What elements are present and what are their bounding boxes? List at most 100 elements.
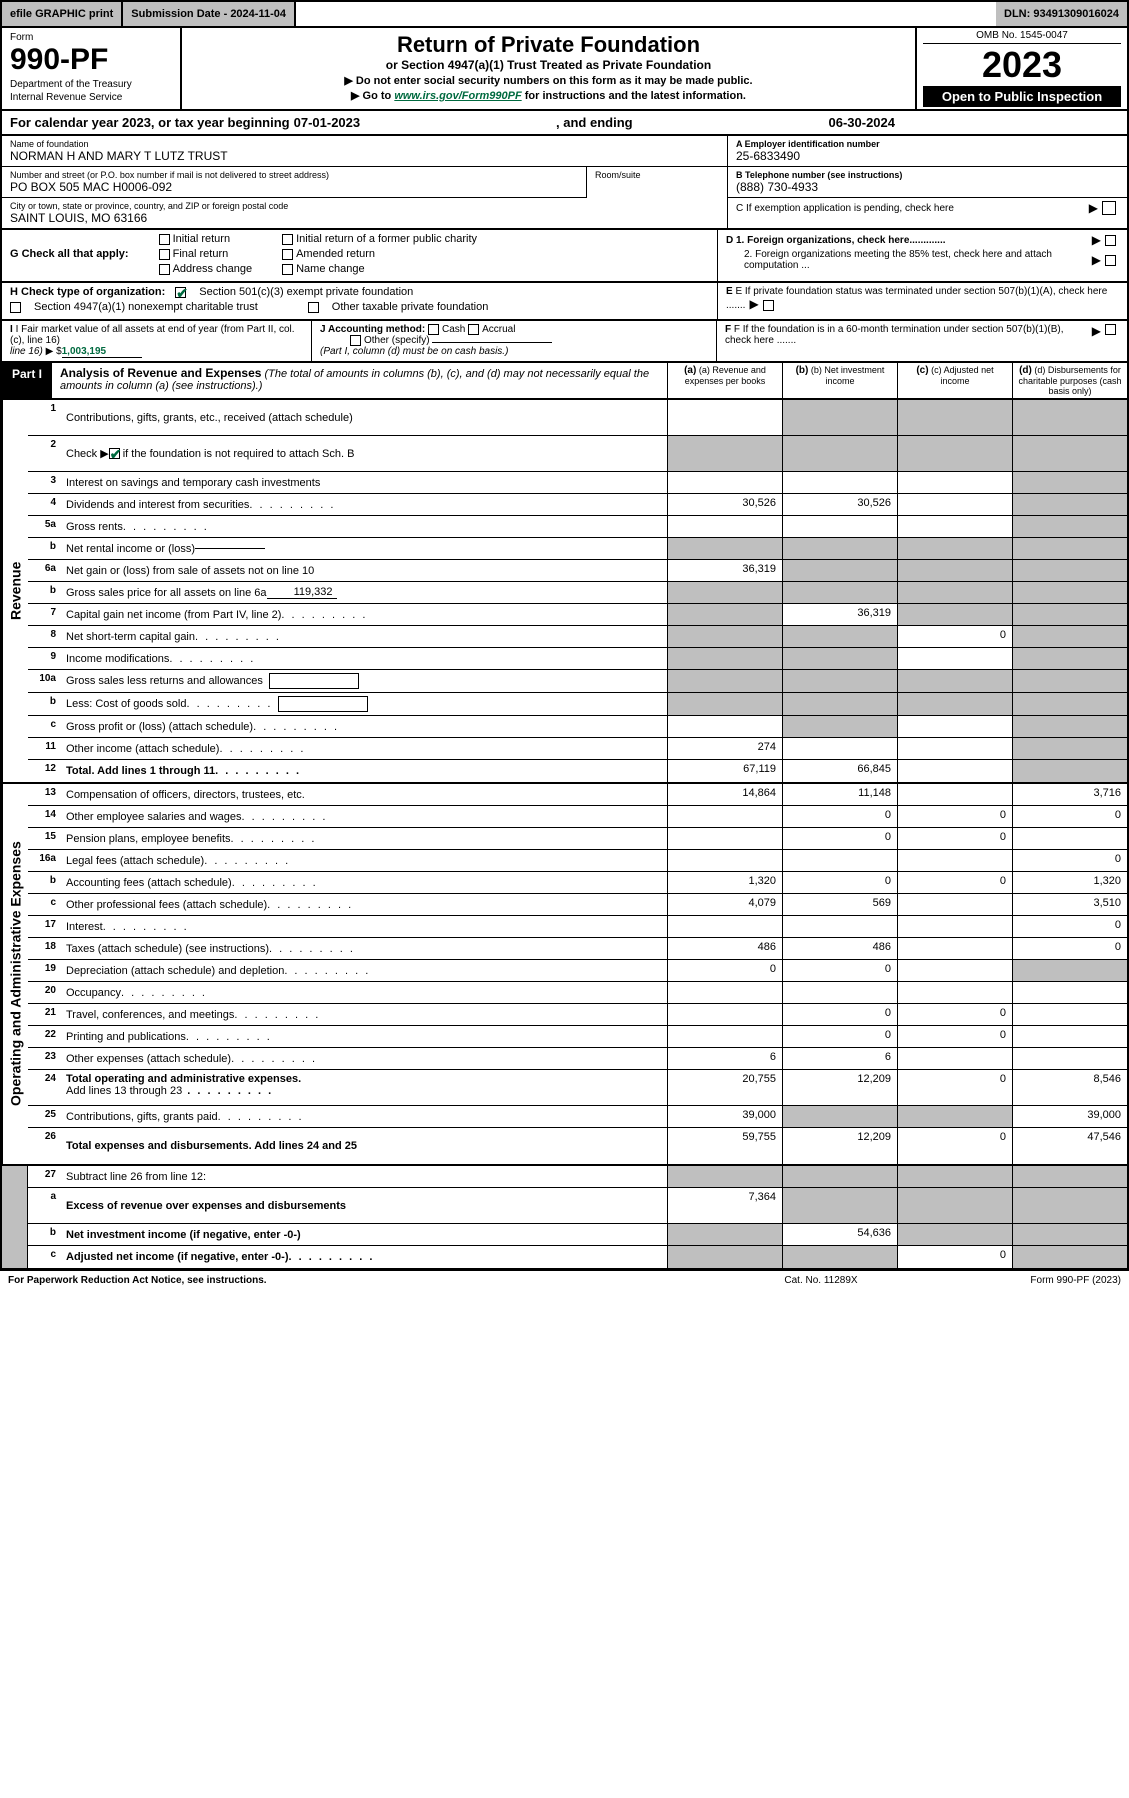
cal-mid: , and ending xyxy=(364,115,824,130)
j-block: J Accounting method: Cash Accrual Other … xyxy=(312,321,717,361)
j-other-checkbox[interactable] xyxy=(350,335,361,346)
g-block: G Check all that apply: Initial return F… xyxy=(2,230,717,281)
row-5b: bNet rental income or (loss) xyxy=(28,538,1127,560)
row-22: 22Printing and publications00 xyxy=(28,1026,1127,1048)
c-label: C If exemption application is pending, c… xyxy=(736,203,1085,214)
irs-label: Internal Revenue Service xyxy=(10,92,172,103)
f-checkbox[interactable] xyxy=(1105,324,1116,335)
row-10c: cGross profit or (loss) (attach schedule… xyxy=(28,716,1127,738)
page-footer: For Paperwork Reduction Act Notice, see … xyxy=(0,1270,1129,1290)
g-amended-checkbox[interactable] xyxy=(282,249,293,260)
col-d-header: (d) (d) Disbursements for charitable pur… xyxy=(1012,363,1127,398)
j-note: (Part I, column (d) must be on cash basi… xyxy=(320,346,508,357)
revenue-side-label: Revenue xyxy=(2,400,28,782)
efile-print-button[interactable]: efile GRAPHIC print xyxy=(2,2,123,26)
g-opt-0: Initial return xyxy=(173,233,230,245)
form-number: 990-PF xyxy=(10,43,172,77)
schb-checkbox[interactable] xyxy=(109,448,120,459)
row-19: 19Depreciation (attach schedule) and dep… xyxy=(28,960,1127,982)
row27-spacer xyxy=(2,1166,28,1268)
row-27c: cAdjusted net income (if negative, enter… xyxy=(28,1246,1127,1268)
d2-checkbox[interactable] xyxy=(1105,255,1116,266)
phone-label: B Telephone number (see instructions) xyxy=(736,170,902,180)
h-other-taxable-checkbox[interactable] xyxy=(308,302,319,313)
h-4947-checkbox[interactable] xyxy=(10,302,21,313)
phone-cell: B Telephone number (see instructions) (8… xyxy=(728,167,1127,198)
row-16a: 16aLegal fees (attach schedule)0 xyxy=(28,850,1127,872)
row-14: 14Other employee salaries and wages000 xyxy=(28,806,1127,828)
addr-value: PO BOX 505 MAC H0006-092 xyxy=(10,180,578,194)
exemption-cell: C If exemption application is pending, c… xyxy=(728,198,1127,218)
row-27a: aExcess of revenue over expenses and dis… xyxy=(28,1188,1127,1224)
row-6a: 6aNet gain or (loss) from sale of assets… xyxy=(28,560,1127,582)
ein-value: 25-6833490 xyxy=(736,149,1119,163)
i-j-f-section: I I Fair market value of all assets at e… xyxy=(0,321,1129,363)
row-26: 26Total expenses and disbursements. Add … xyxy=(28,1128,1127,1164)
submission-date: Submission Date - 2024-11-04 xyxy=(123,2,296,26)
row-2: 2Check ▶ if the foundation is not requir… xyxy=(28,436,1127,472)
e-checkbox[interactable] xyxy=(763,300,774,311)
col-c-header: (c) (c) Adjusted net income xyxy=(897,363,1012,398)
arrow-icon: ▶ xyxy=(1092,324,1101,346)
row27-table: 27Subtract line 26 from line 12: aExcess… xyxy=(0,1166,1129,1270)
arrow-icon: ▶ xyxy=(749,297,758,311)
irs-link[interactable]: www.irs.gov/Form990PF xyxy=(394,90,521,102)
row-17: 17Interest0 xyxy=(28,916,1127,938)
g-opt-4: Amended return xyxy=(296,248,375,260)
g-opt-5: Name change xyxy=(296,263,365,275)
expenses-table: Operating and Administrative Expenses 13… xyxy=(0,784,1129,1166)
d-block: D 1. Foreign organizations, check here..… xyxy=(717,230,1127,281)
row-4: 4Dividends and interest from securities3… xyxy=(28,494,1127,516)
j-accrual-checkbox[interactable] xyxy=(468,324,479,335)
i-amount: 1,003,195 xyxy=(62,346,142,358)
g-initial-return-checkbox[interactable] xyxy=(159,234,170,245)
h-e-section: H Check type of organization: Section 50… xyxy=(0,283,1129,321)
part1-header: Part I Analysis of Revenue and Expenses … xyxy=(0,363,1129,400)
part1-desc: Analysis of Revenue and Expenses (The to… xyxy=(52,363,667,398)
row-3: 3Interest on savings and temporary cash … xyxy=(28,472,1127,494)
goto-prefix: ▶ Go to xyxy=(351,90,394,102)
year-block: OMB No. 1545-0047 2023 Open to Public In… xyxy=(917,28,1127,109)
row-6b: bGross sales price for all assets on lin… xyxy=(28,582,1127,604)
row-5a: 5aGross rents xyxy=(28,516,1127,538)
j-label: J Accounting method: xyxy=(320,324,425,335)
f-label: F If the foundation is in a 60-month ter… xyxy=(725,324,1064,346)
h-label: H Check type of organization: xyxy=(10,286,165,298)
i-prefix: ▶ $ xyxy=(46,346,62,357)
row-8: 8Net short-term capital gain0 xyxy=(28,626,1127,648)
cal-end: 06-30-2024 xyxy=(829,115,896,130)
g-final-return-checkbox[interactable] xyxy=(159,249,170,260)
dept-treasury: Department of the Treasury xyxy=(10,79,172,90)
room-cell: Room/suite xyxy=(587,167,727,198)
form-title: Return of Private Foundation xyxy=(202,32,895,58)
f-block: F F If the foundation is in a 60-month t… xyxy=(717,321,1127,361)
g-initial-former-checkbox[interactable] xyxy=(282,234,293,245)
form-header: Form 990-PF Department of the Treasury I… xyxy=(0,28,1129,111)
j-cash-checkbox[interactable] xyxy=(428,324,439,335)
form-id-block: Form 990-PF Department of the Treasury I… xyxy=(2,28,182,109)
room-label: Room/suite xyxy=(595,170,719,180)
h-opt-2: Section 4947(a)(1) nonexempt charitable … xyxy=(34,301,258,313)
open-inspection: Open to Public Inspection xyxy=(923,86,1121,107)
d1-checkbox[interactable] xyxy=(1105,235,1116,246)
name-label: Name of foundation xyxy=(10,139,719,149)
c-checkbox[interactable] xyxy=(1102,201,1116,215)
e-block: E E If private foundation status was ter… xyxy=(717,283,1127,319)
form-ref: Form 990-PF (2023) xyxy=(921,1275,1121,1286)
part1-title: Analysis of Revenue and Expenses xyxy=(60,366,261,380)
paperwork-notice: For Paperwork Reduction Act Notice, see … xyxy=(8,1275,721,1286)
row-11: 11Other income (attach schedule)274 xyxy=(28,738,1127,760)
col-b-header: (b) (b) Net investment income xyxy=(782,363,897,398)
row-23: 23Other expenses (attach schedule)66 xyxy=(28,1048,1127,1070)
arrow-icon: ▶ xyxy=(1092,253,1101,267)
d1-label: D 1. Foreign organizations, check here..… xyxy=(726,235,946,246)
city-value: SAINT LOUIS, MO 63166 xyxy=(10,211,719,225)
form-subtitle: or Section 4947(a)(1) Trust Treated as P… xyxy=(202,58,895,72)
i-label: I Fair market value of all assets at end… xyxy=(10,324,295,346)
j-opt-1: Accrual xyxy=(482,324,515,335)
h-501c3-checkbox[interactable] xyxy=(175,287,186,298)
e-label: E If private foundation status was termi… xyxy=(726,286,1107,311)
h-opt-3: Other taxable private foundation xyxy=(332,301,489,313)
g-name-change-checkbox[interactable] xyxy=(282,264,293,275)
g-address-change-checkbox[interactable] xyxy=(159,264,170,275)
